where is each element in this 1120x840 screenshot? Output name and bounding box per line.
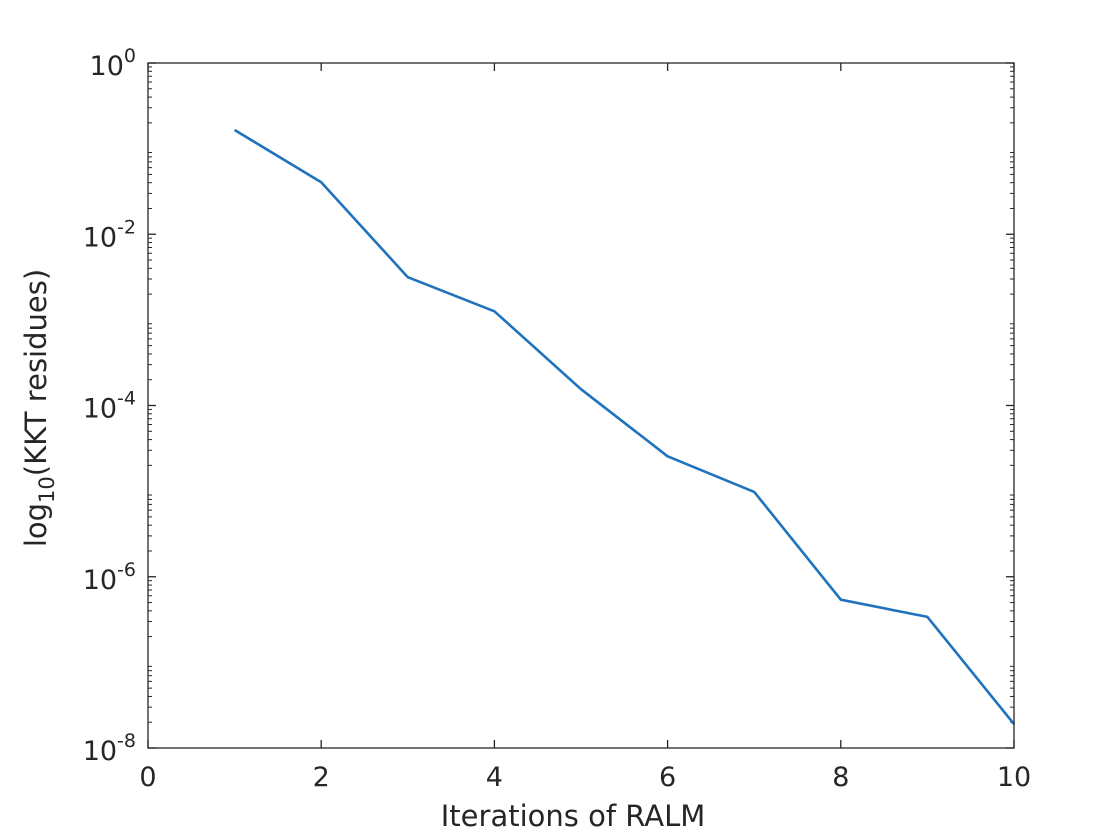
y-tick-label-base: 10 — [83, 222, 117, 253]
y-tick-label-base: 10 — [90, 51, 124, 82]
y-tick-label: 10-6 — [83, 559, 136, 596]
y-axis-label-suffix: (KKT residues) — [19, 269, 53, 476]
y-tick-label-exponent: -8 — [117, 730, 136, 752]
series-line — [233, 128, 1016, 725]
y-tick-label: 100 — [90, 45, 136, 82]
y-tick-label-exponent: -4 — [117, 388, 136, 410]
y-tick-label-base: 10 — [83, 394, 117, 425]
y-tick-label-exponent: -2 — [117, 216, 136, 238]
y-tick-label-base: 10 — [83, 736, 117, 767]
y-axis-label-prefix: log — [19, 503, 53, 547]
y-axis-label: log10(KKT residues) — [19, 269, 59, 547]
series-layer — [233, 128, 1016, 725]
y-tick-label-exponent: -6 — [117, 559, 136, 581]
x-tick-labels: 0 2 4 6 8 10 — [139, 762, 1031, 793]
x-tick-label: 10 — [997, 762, 1031, 793]
y-axis-label-subscript: 10 — [35, 476, 59, 503]
y-tick-label: 10-4 — [83, 388, 136, 425]
axes-box — [147, 62, 1015, 749]
x-tick-label: 4 — [486, 762, 503, 793]
minor-ticks — [148, 66, 1014, 723]
x-tick-label: 0 — [139, 762, 156, 793]
x-tick-label: 8 — [832, 762, 849, 793]
x-tick-label: 6 — [659, 762, 676, 793]
y-tick-label-base: 10 — [83, 565, 117, 596]
y-tick-label: 10-8 — [83, 730, 136, 767]
x-axis-label: Iterations of RALM — [441, 799, 706, 833]
x-tick-label: 2 — [313, 762, 330, 793]
y-tick-label: 10-2 — [83, 216, 136, 253]
y-tick-label-exponent: 0 — [124, 45, 136, 67]
